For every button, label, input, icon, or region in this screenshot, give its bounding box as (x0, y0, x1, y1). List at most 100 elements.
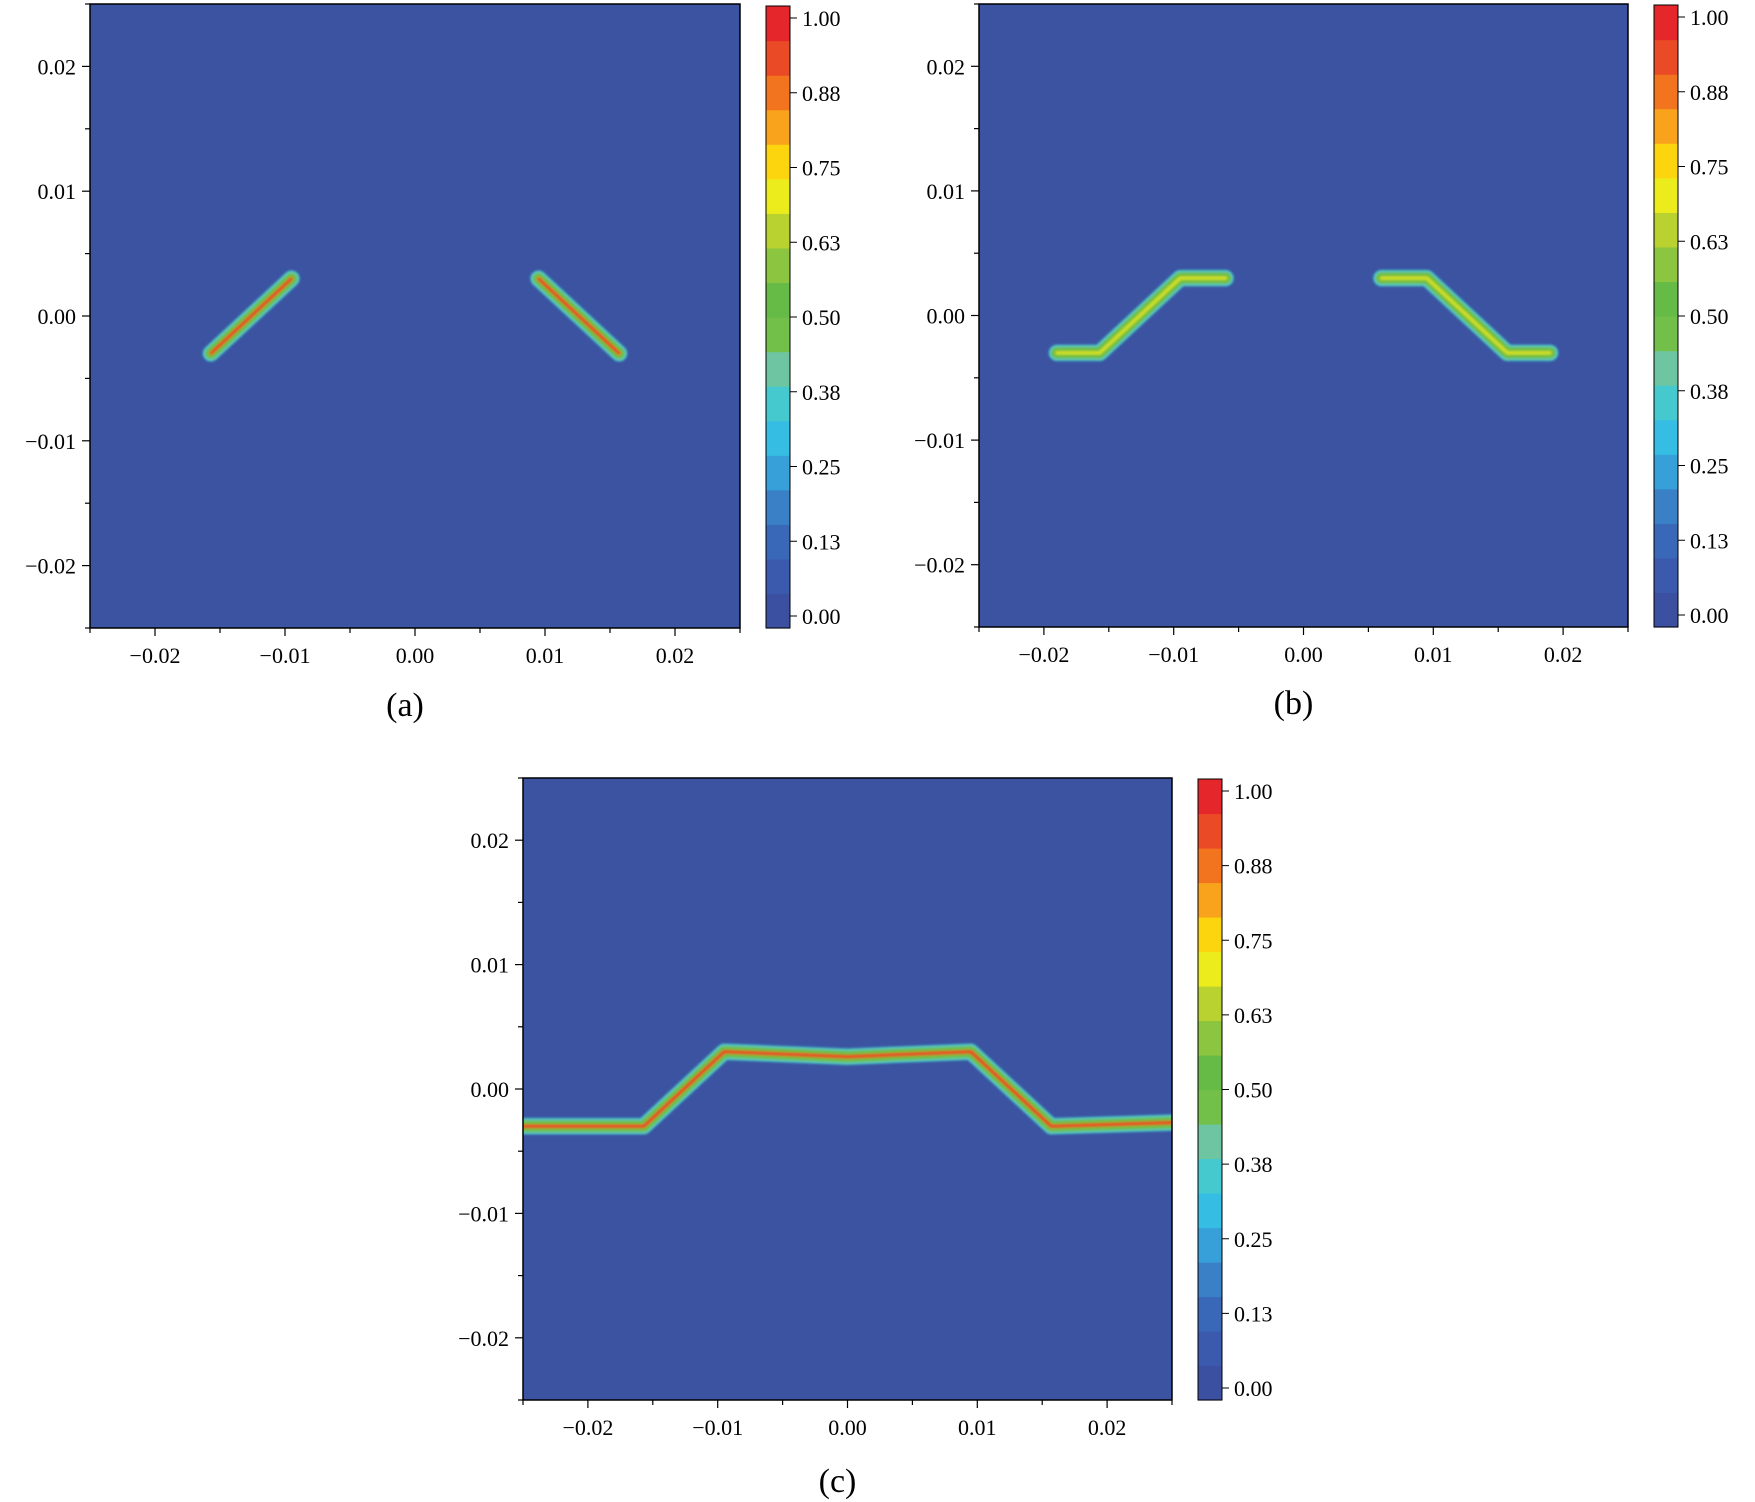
x-tick-label: −0.01 (1148, 642, 1199, 667)
colorbar-tick-label: 0.00 (802, 604, 841, 629)
colorbar-tick-label: 0.50 (1690, 304, 1729, 329)
colorbar-segment (1654, 39, 1678, 75)
y-tick-label: −0.01 (25, 429, 76, 454)
colorbar-segment (1198, 951, 1222, 987)
colorbar-tick-label: 0.75 (1234, 928, 1273, 953)
colorbar-segment (1198, 986, 1222, 1022)
x-tick-label: 0.02 (656, 643, 695, 668)
y-tick-label: 0.01 (927, 179, 966, 204)
x-tick-label: 0.00 (828, 1415, 867, 1440)
x-tick-label: 0.02 (1544, 642, 1583, 667)
y-tick-label: 0.02 (471, 828, 510, 853)
colorbar-segment (766, 75, 790, 111)
panels: −0.02 −0.01 0.00 0.01 0.02 0.02 0.01 0.00 −0.01 −… (25, 3, 1729, 1500)
y-tick-label: 0.00 (927, 304, 966, 329)
colorbar-tick-label: 0.38 (802, 380, 841, 405)
y-tick-label: 0.01 (471, 953, 510, 978)
colorbar-tick-label: 0.88 (1234, 854, 1273, 879)
x-tick-label: −0.02 (562, 1415, 613, 1440)
plot-area (90, 4, 740, 628)
colorbar-segment (1198, 813, 1222, 849)
colorbar-tick-label: 0.25 (802, 455, 841, 480)
colorbar: 1.00 0.88 0.75 0.63 0.50 0.38 0.25 0.13 0.00 (765, 5, 841, 629)
colorbar-tick-label: 0.88 (802, 81, 841, 106)
y-tick-label: −0.02 (914, 553, 965, 578)
colorbar-segment (1198, 1124, 1222, 1160)
x-tick-label: 0.01 (526, 643, 565, 668)
y-tick-label: 0.00 (471, 1077, 510, 1102)
colorbar-tick-label: 0.38 (1690, 379, 1729, 404)
colorbar-segment (1654, 108, 1678, 144)
colorbar-segment (1654, 385, 1678, 421)
colorbar-tick-label: 0.63 (1234, 1003, 1273, 1028)
colorbar-segment (1654, 212, 1678, 248)
panel-caption: (a) (386, 687, 424, 724)
x-tick-label: 0.01 (958, 1415, 997, 1440)
colorbar-segment (1198, 1020, 1222, 1056)
colorbar-tick-label: 0.13 (1690, 528, 1729, 553)
panel-caption: (c) (819, 1463, 857, 1500)
colorbar-segment (1654, 177, 1678, 213)
colorbar-segment (766, 282, 790, 318)
colorbar-tick-label: 1.00 (802, 6, 841, 31)
colorbar-segment (766, 247, 790, 284)
y-tick-label: −0.01 (914, 428, 965, 453)
colorbar-segment (766, 6, 790, 42)
colorbar-segment (766, 420, 790, 456)
colorbar-segment (766, 558, 790, 595)
colorbar-tick-label: 0.63 (802, 230, 841, 255)
panel-a: −0.02 −0.01 0.00 0.01 0.02 0.02 0.01 0.00 −0.01 −… (25, 3, 841, 724)
interface-band (202, 270, 300, 362)
x-tick-label: −0.02 (130, 643, 181, 668)
colorbar-tick-label: 0.38 (1234, 1152, 1273, 1177)
colorbar-segment (1654, 246, 1678, 283)
interface-band (523, 1043, 1172, 1135)
colorbar: 1.00 0.88 0.75 0.63 0.50 0.38 0.25 0.13 0.00 (1653, 4, 1729, 628)
colorbar-segment (1654, 350, 1678, 386)
y-tick-label: −0.02 (25, 554, 76, 579)
colorbar-tick-label: 0.00 (1690, 603, 1729, 628)
y-tick-label: 0.01 (38, 179, 77, 204)
interface-band (530, 270, 628, 362)
colorbar-segment (1198, 1227, 1222, 1263)
colorbar-segment (766, 40, 790, 76)
colorbar-tick-label: 0.88 (1690, 80, 1729, 105)
colorbar-segment (766, 109, 790, 145)
colorbar-segment (766, 178, 790, 214)
x-tick-label: 0.02 (1088, 1415, 1127, 1440)
colorbar-segment (766, 593, 790, 629)
colorbar-tick-label: 0.25 (1234, 1227, 1273, 1252)
colorbar-tick-label: 0.75 (802, 156, 841, 181)
plot-area (523, 778, 1172, 1400)
panel-caption: (b) (1274, 685, 1314, 722)
colorbar-segment (1198, 848, 1222, 884)
x-tick-label: 0.00 (1284, 642, 1323, 667)
colorbar-segment (1654, 523, 1678, 559)
colorbar-segment (1198, 1262, 1222, 1298)
y-tick-label: 0.02 (927, 54, 966, 79)
interface-band (1048, 270, 1234, 361)
colorbar-segment (1654, 592, 1678, 628)
colorbar-tick-label: 0.63 (1690, 229, 1729, 254)
colorbar-tick-label: 0.75 (1690, 155, 1729, 180)
colorbar-segment (1198, 1331, 1222, 1367)
colorbar-tick-label: 1.00 (1234, 779, 1273, 804)
colorbar-tick-label: 0.00 (1234, 1376, 1273, 1401)
colorbar-segment (1654, 143, 1678, 179)
interface-band (1373, 270, 1559, 361)
colorbar-tick-label: 0.13 (802, 529, 841, 554)
y-tick-label: −0.02 (458, 1326, 509, 1351)
colorbar-segment (766, 351, 790, 387)
colorbar-segment (766, 386, 790, 422)
x-tick-label: 0.00 (396, 643, 435, 668)
colorbar-segment (1654, 488, 1678, 524)
colorbar-segment (1198, 779, 1222, 815)
colorbar-segment (1198, 1193, 1222, 1229)
colorbar-tick-label: 0.50 (1234, 1078, 1273, 1103)
colorbar-segment (1654, 5, 1678, 41)
colorbar-segment (1654, 419, 1678, 455)
panel-c: −0.02 −0.01 0.00 0.01 0.02 0.02 0.01 0.00 −0.01 −… (458, 777, 1273, 1500)
colorbar-segment (1654, 281, 1678, 317)
colorbar-segment (1198, 917, 1222, 953)
panel-b: −0.02 −0.01 0.00 0.01 0.02 0.02 0.01 0.00 −0.01 −… (914, 3, 1729, 722)
